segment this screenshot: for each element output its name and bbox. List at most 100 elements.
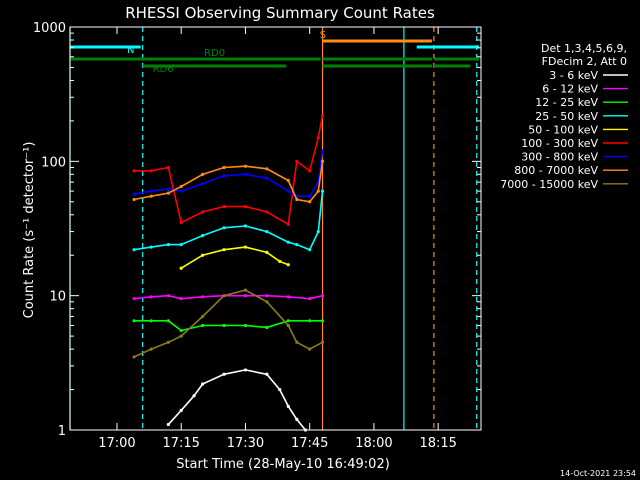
- series-point: [320, 294, 325, 298]
- series-point: [308, 194, 312, 198]
- series-point: [201, 210, 205, 214]
- series-point: [286, 189, 290, 193]
- series-point: [179, 334, 183, 338]
- series-point: [222, 205, 226, 209]
- series-point: [265, 294, 269, 298]
- series-point: [179, 189, 183, 193]
- series-point: [265, 300, 269, 304]
- series-point: [132, 297, 136, 301]
- series-point: [149, 189, 153, 193]
- series-point: [295, 242, 299, 247]
- series-point: [308, 248, 312, 252]
- series-point: [201, 382, 205, 386]
- series-point: [179, 297, 183, 301]
- series-point: [179, 242, 183, 247]
- x-tick-label: 17:00: [98, 436, 135, 451]
- series-point: [295, 340, 299, 344]
- series-point: [286, 319, 290, 323]
- series-point: [222, 248, 226, 252]
- series-point: [132, 248, 136, 252]
- series-point: [166, 319, 170, 323]
- x-tick-label: 17:30: [227, 436, 264, 451]
- series-point: [149, 245, 153, 249]
- y-tick-label: 100: [41, 155, 66, 170]
- y-tick-label: 10: [49, 290, 66, 305]
- series-point: [201, 314, 205, 319]
- series-point: [243, 172, 248, 176]
- legend-label: 12 - 25 keV: [535, 96, 598, 109]
- plot-frame: [69, 26, 482, 431]
- series-point: [179, 408, 183, 412]
- series-point: [149, 319, 153, 323]
- series-point: [295, 159, 299, 163]
- series-point: [308, 169, 312, 173]
- y-tick-label: 1000: [33, 21, 66, 36]
- series-point: [201, 233, 205, 238]
- series-point: [278, 387, 282, 392]
- series-point: [166, 187, 170, 191]
- series-point: [132, 319, 136, 323]
- series-point: [265, 372, 269, 376]
- series-point: [295, 417, 299, 421]
- series-point: [132, 355, 136, 359]
- legend-label: 25 - 50 keV: [535, 110, 598, 123]
- series-point: [308, 347, 312, 351]
- series-point: [320, 159, 325, 163]
- footer-timestamp: 14-Oct-2021 23:54: [560, 469, 636, 478]
- series-point: [320, 319, 325, 323]
- legend: Det 1,3,4,5,6,9,FDecim 2, Att 03 - 6 keV…: [500, 42, 628, 191]
- x-axis-label: Start Time (28-May-10 16:49:02): [176, 457, 390, 472]
- series-point: [149, 347, 153, 351]
- series-point: [201, 323, 205, 328]
- series-point: [243, 288, 248, 292]
- y-axis-label: Count Rate (s⁻¹ detector⁻¹): [22, 142, 37, 319]
- legend-label: 300 - 800 keV: [521, 151, 598, 164]
- series-point: [132, 192, 136, 196]
- x-tick-label: 18:15: [419, 436, 456, 451]
- chart-title: RHESSI Observing Summary Count Rates: [125, 4, 435, 22]
- series-point: [316, 189, 320, 193]
- series-point: [179, 184, 183, 189]
- status-label-s: S: [320, 30, 326, 41]
- series-point: [166, 422, 170, 427]
- status-label-n: N: [127, 45, 134, 56]
- x-tick-label: 17:45: [291, 436, 328, 451]
- series-line: [133, 289, 323, 358]
- series-point: [243, 164, 248, 168]
- series-point: [201, 295, 205, 299]
- series-point: [222, 165, 226, 170]
- series-point: [243, 205, 248, 209]
- series-point: [166, 191, 170, 195]
- series-point: [243, 368, 248, 372]
- series-point: [278, 259, 282, 263]
- series-point: [320, 340, 325, 344]
- series-point: [286, 404, 290, 408]
- legend-label: 100 - 300 keV: [521, 137, 598, 150]
- status-label-rd6: RD6: [153, 64, 174, 75]
- series-point: [308, 319, 312, 323]
- status-label-rd0: RD0: [204, 48, 225, 59]
- series-point: [132, 169, 136, 173]
- series-point: [286, 263, 290, 267]
- series-point: [222, 226, 226, 230]
- series-point: [316, 136, 320, 140]
- series-point: [265, 176, 269, 180]
- series-point: [166, 242, 170, 247]
- series-point: [286, 178, 290, 183]
- series-point: [166, 294, 170, 298]
- series-point: [149, 169, 153, 173]
- legend-label: 50 - 100 keV: [528, 123, 598, 136]
- series-point: [149, 194, 153, 198]
- series-point: [320, 149, 325, 153]
- legend-label: 6 - 12 keV: [542, 83, 598, 96]
- series-point: [320, 113, 325, 117]
- series-point: [295, 197, 299, 202]
- series-point: [179, 266, 183, 270]
- series-point: [286, 295, 290, 299]
- series-point: [308, 297, 312, 301]
- series-point: [179, 328, 183, 333]
- series-point: [179, 220, 183, 225]
- series-point: [265, 325, 269, 330]
